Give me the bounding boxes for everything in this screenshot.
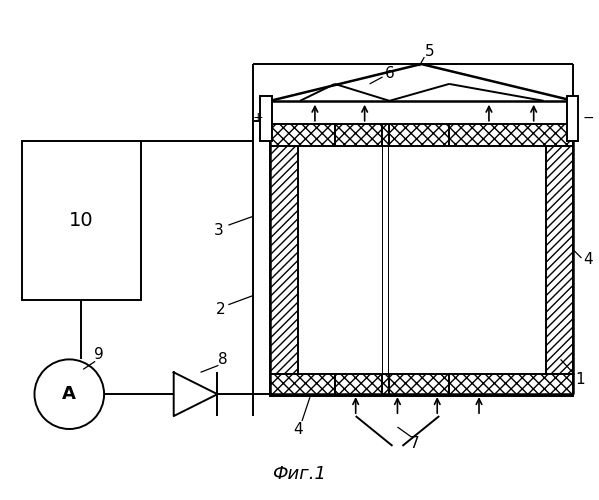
Text: +: + xyxy=(253,111,264,124)
Text: 7: 7 xyxy=(410,436,419,452)
Bar xyxy=(335,374,449,396)
Text: 2: 2 xyxy=(216,302,225,317)
Text: Фиг.1: Фиг.1 xyxy=(272,465,326,483)
Text: −: − xyxy=(583,110,594,124)
Bar xyxy=(298,146,382,374)
Text: 5: 5 xyxy=(425,44,434,59)
Bar xyxy=(270,124,335,146)
Bar xyxy=(389,146,546,374)
Bar xyxy=(270,146,298,374)
Text: 9: 9 xyxy=(94,347,104,362)
Bar xyxy=(270,374,335,396)
Text: 4: 4 xyxy=(293,422,303,436)
Bar xyxy=(260,96,272,140)
Bar xyxy=(22,140,141,300)
Bar xyxy=(449,124,573,146)
Text: 4: 4 xyxy=(583,252,593,268)
Text: 10: 10 xyxy=(69,210,93,230)
Bar xyxy=(335,124,449,146)
Bar xyxy=(253,120,270,394)
Bar xyxy=(546,146,573,374)
Text: 1: 1 xyxy=(576,372,585,387)
Text: 6: 6 xyxy=(385,66,394,82)
Text: A: A xyxy=(62,385,76,403)
Text: 8: 8 xyxy=(217,352,227,367)
Text: 3: 3 xyxy=(214,222,223,238)
Bar xyxy=(567,96,579,140)
Bar xyxy=(449,374,573,396)
